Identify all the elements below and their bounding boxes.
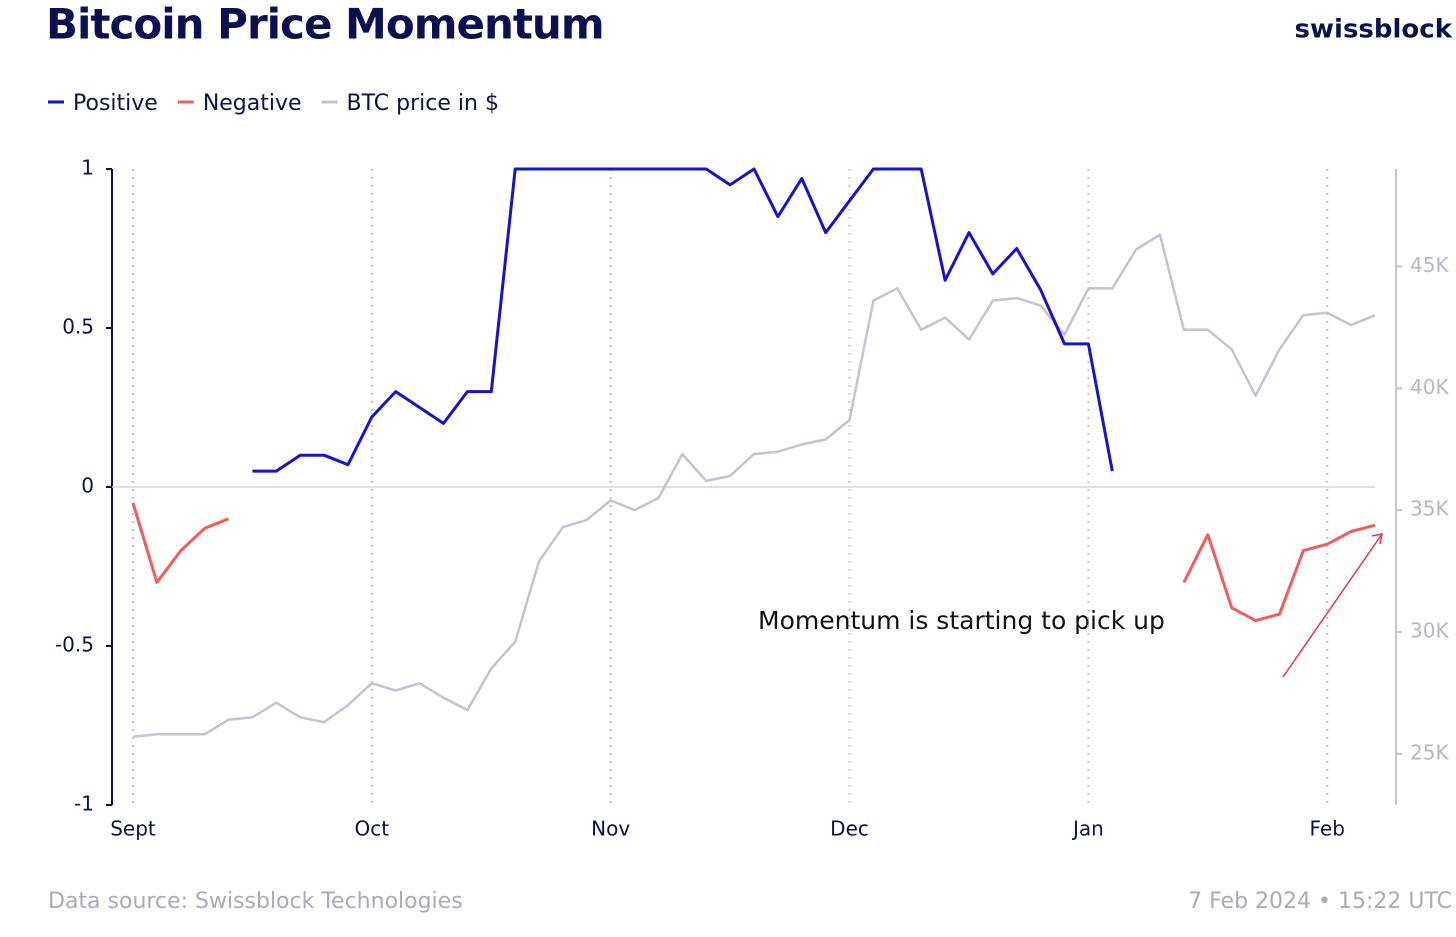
y2-tick-label: 45K <box>1410 253 1449 277</box>
x-tick-label: Dec <box>830 817 869 841</box>
y2-tick-label: 35K <box>1410 497 1449 521</box>
series-line <box>131 502 1376 623</box>
brand-logo: swissblock <box>1295 15 1453 45</box>
series-line <box>252 169 1160 471</box>
x-tick-label: Sept <box>110 817 156 841</box>
y-tick-label: -1 <box>74 792 94 816</box>
legend-label: BTC price in $ <box>347 91 499 116</box>
source-note: Data source: Swissblock Technologies <box>48 889 463 914</box>
y2-tick-label: 30K <box>1410 618 1449 642</box>
chart-title: Bitcoin Price Momentum <box>46 0 604 49</box>
timestamp: 7 Feb 2024 • 15:22 UTC <box>1188 889 1452 914</box>
annotation: Momentum is starting to pick up <box>758 606 1165 635</box>
x-tick-label: Jan <box>1071 817 1104 841</box>
x-tick-label: Oct <box>355 817 390 841</box>
y-tick-label: 0 <box>81 474 94 498</box>
series-line <box>132 233 1376 739</box>
x-tick-label: Nov <box>591 817 630 841</box>
y-tick-label: -0.5 <box>55 633 94 657</box>
annotation-arrow <box>1282 533 1383 678</box>
legend-label: Negative <box>203 91 302 116</box>
arrow-head <box>1371 533 1383 545</box>
legend-label: Positive <box>73 91 158 116</box>
y-tick-label: 0.5 <box>62 315 94 339</box>
y-tick-label: 1 <box>81 156 94 180</box>
y2-tick-label: 25K <box>1410 740 1449 764</box>
x-tick-label: Feb <box>1310 817 1345 841</box>
y2-tick-label: 40K <box>1410 375 1449 399</box>
